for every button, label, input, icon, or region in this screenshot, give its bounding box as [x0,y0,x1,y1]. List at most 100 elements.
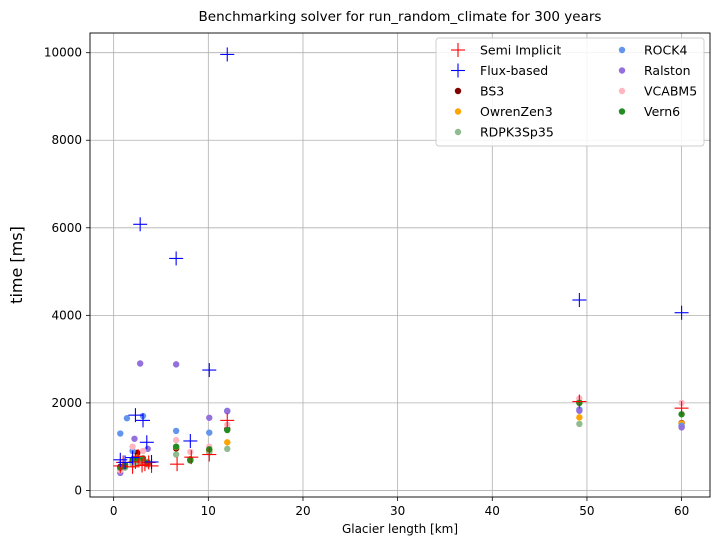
legend-item: OwrenZen3 [454,104,553,119]
legend-item: Semi Implicit [451,43,561,58]
data-point [220,413,235,428]
legend-label: BS3 [480,84,504,99]
legend-label: RDPK3Sp35 [480,125,554,140]
legend-label: OwrenZen3 [480,104,553,119]
data-point [128,408,143,423]
legend-marker [451,63,465,78]
legend-box [435,37,705,147]
y-tick-label: 2000 [51,396,82,410]
data-point [224,445,231,453]
legend: Semi Implicit Flux-based BS3 OwrenZen3 RDPK3… [435,37,705,147]
legend-marker [618,108,626,115]
chart-title: Benchmarking solver for run_random_clima… [199,9,602,25]
data-point [202,447,217,462]
data-point [576,420,583,428]
legend-marker [454,108,462,115]
y-tick-label: 4000 [51,308,82,322]
data-point [172,443,180,450]
legend-label: Ralston [644,63,691,78]
legend-label: ROCK4 [644,43,687,58]
y-axis-label: time [ms] [7,226,26,304]
data-point [220,47,235,62]
legend-marker [618,46,626,54]
x-tick-label: 30 [390,504,405,518]
series-rdpk3sp35 [117,420,685,473]
data-point [129,443,136,450]
data-point [172,427,180,435]
series-flux-based [113,47,689,470]
data-point [136,413,151,428]
series-vcabm5 [117,395,685,474]
data-point [202,363,217,378]
y-tick-label: 8000 [51,133,82,147]
legend-item: Ralston [618,63,691,78]
legend-label: VCABM5 [644,84,697,99]
data-point [133,217,148,232]
data-points [113,47,689,477]
data-point [224,426,231,434]
data-point [678,424,685,431]
data-point [572,394,587,409]
data-point [674,401,689,416]
legend-marker [454,128,462,136]
data-point [172,451,180,458]
data-point [169,251,184,266]
y-tick-label: 0 [74,483,82,497]
legend-item: VCABM5 [618,84,697,99]
series-vern6 [117,399,685,471]
data-point [576,407,583,414]
y-tick-label: 10000 [44,46,82,60]
series-ralston [117,360,685,477]
legend-item: Vern6 [618,104,680,119]
legend-item: ROCK4 [618,43,687,58]
data-point [123,415,131,422]
data-point [183,433,198,448]
data-point [125,450,140,465]
data-point [674,305,689,320]
plot-frame [89,32,711,498]
data-point [139,435,154,450]
legend-label: Vern6 [644,104,680,119]
x-axis-label: Glacier length [km] [342,522,458,536]
x-tick-label: 0 [110,504,118,518]
legend-item: BS3 [454,84,504,99]
legend-item: Flux-based [451,63,548,78]
axis-ticks: 0 10 20 30 40 50 60 0 2000 4000 6000 8000 10000 [44,46,689,518]
x-tick-label: 50 [579,504,594,518]
series-owrenzen3 [117,414,685,472]
x-tick-label: 60 [674,504,689,518]
data-point [139,447,147,455]
legend-marker [451,43,465,57]
data-point [184,450,199,465]
legend-item: RDPK3Sp35 [454,125,554,140]
data-point [187,448,194,456]
data-point [170,457,185,472]
y-tick-label: 6000 [51,221,82,235]
legend-marker [618,87,626,95]
data-point [572,293,587,308]
data-point [136,360,144,367]
data-point [131,449,146,464]
data-point [172,361,180,368]
legend-marker [618,67,626,74]
legend-label: Flux-based [480,63,548,78]
legend-marker [454,87,462,95]
data-point [137,457,152,472]
x-tick-label: 10 [201,504,216,518]
data-point [576,414,583,421]
data-point [187,457,194,464]
data-point [206,414,213,421]
data-point [172,436,180,444]
x-tick-label: 20 [295,504,310,518]
data-point [131,435,138,442]
data-point [224,439,231,446]
series-bs3 [117,399,685,470]
data-point [118,455,133,470]
data-point [224,408,231,415]
data-point [206,429,213,436]
series-semi-implicit [113,394,689,474]
data-point [117,430,124,437]
legend-label: Semi Implicit [480,43,561,58]
x-tick-label: 40 [485,504,500,518]
